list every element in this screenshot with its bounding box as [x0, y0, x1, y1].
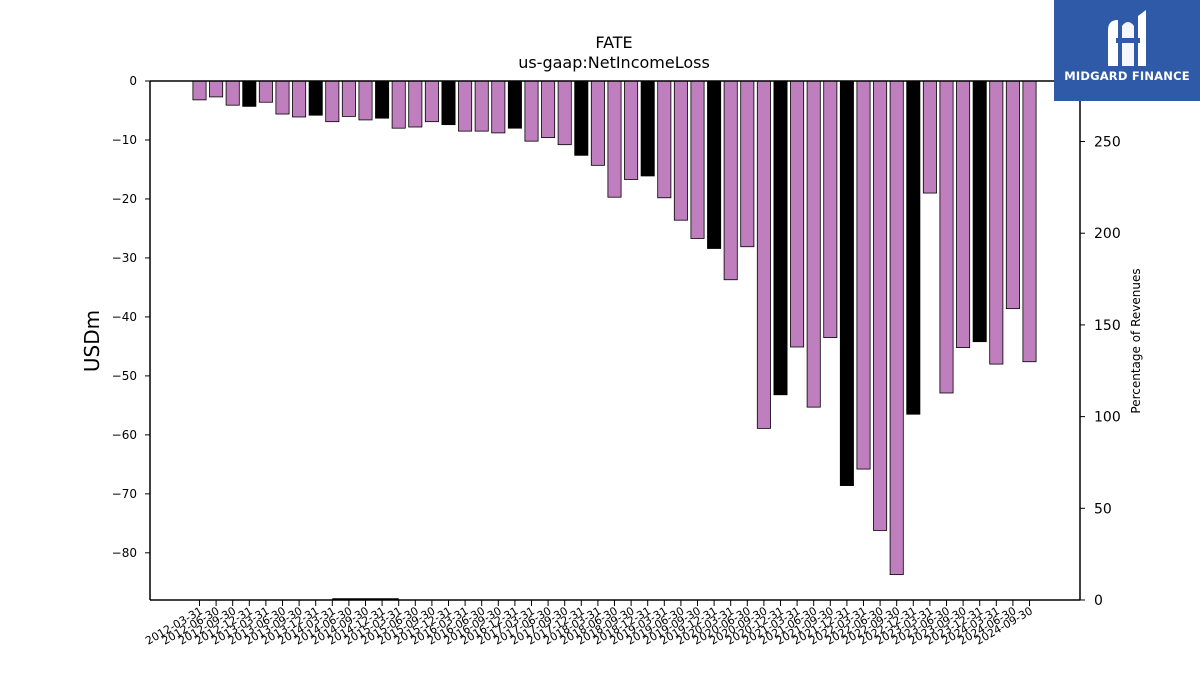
- midgard-finance-logo: MIDGARD FINANCE: [1054, 0, 1200, 101]
- bar-2017-09-30: [557, 80, 572, 146]
- bar-2016-09-30: [491, 80, 506, 134]
- bar-2019-09-30: [690, 80, 705, 239]
- bar-2023-12-31: [972, 80, 987, 343]
- y2-tick-label: 50: [1094, 501, 1112, 517]
- y-axis: 0 −10 −20 −30 −40 −50 −60 −70 −80: [112, 74, 1080, 600]
- bar-2013-03-31: [258, 80, 273, 103]
- bar-2014-06-30: [341, 80, 356, 117]
- bar-2018-12-31: [640, 80, 655, 177]
- y-tick-label: −30: [112, 251, 137, 265]
- bar-2014-09-30: [358, 80, 373, 121]
- bar-2015-03-31: [391, 80, 406, 129]
- y-tick-label: −10: [112, 133, 137, 147]
- chart-subtitle: us-gaap:NetIncomeLoss: [518, 53, 710, 72]
- y2-tick-label: 250: [1094, 135, 1121, 151]
- secondary-y-axis: 0 50 100 150 200 250: [1079, 81, 1121, 609]
- bar-2021-06-30: [806, 80, 821, 408]
- y-tick-label: −40: [112, 310, 137, 324]
- y2-tick-label: 150: [1094, 318, 1121, 334]
- bar-2012-09-30: [225, 80, 240, 106]
- bar-2020-09-30: [756, 80, 771, 429]
- bar-2021-09-30: [823, 80, 838, 338]
- bar-2022-03-31: [856, 80, 871, 470]
- bar-2012-06-30: [209, 80, 224, 98]
- y-tick-label: −70: [112, 487, 137, 501]
- bar-2024-09-30: [1022, 80, 1037, 363]
- bar-2012-03-31: [192, 80, 207, 101]
- bar-2013-09-30: [292, 80, 307, 118]
- bar-2013-06-30: [275, 80, 290, 115]
- y-tick-label: −60: [112, 428, 137, 442]
- bar-2015-06-30: [408, 80, 423, 128]
- chart-title: FATE: [595, 33, 632, 52]
- y-tick-label: −20: [112, 192, 137, 206]
- bar-2017-06-30: [541, 80, 556, 139]
- x-axis: 2012-03-312012-06-302012-09-302012-12-31…: [143, 599, 1080, 648]
- y2-axis-label: Percentage of Revenues: [1129, 268, 1143, 413]
- y-tick-label: −50: [112, 369, 137, 383]
- bar-2023-09-30: [956, 80, 971, 348]
- bar-2016-03-31: [458, 80, 473, 132]
- y2-tick-label: 0: [1094, 593, 1103, 609]
- bar-2018-03-31: [590, 80, 605, 166]
- bar-2017-03-31: [524, 80, 539, 142]
- bar-2012-12-31: [242, 80, 257, 107]
- bar-2022-09-30: [889, 80, 904, 576]
- midgard-logo-icon: [1108, 10, 1146, 66]
- bar-2019-03-31: [657, 80, 672, 199]
- bar-2019-06-30: [673, 80, 688, 221]
- bar-2013-12-31: [308, 80, 323, 116]
- bar-2023-03-31: [922, 80, 937, 194]
- bar-2016-06-30: [474, 80, 489, 132]
- bar-2020-06-30: [740, 80, 755, 248]
- bar-2021-12-31: [839, 80, 854, 486]
- bar-2020-12-31: [773, 80, 788, 396]
- brand-name: MIDGARD FINANCE: [1064, 69, 1190, 83]
- bar-2015-09-30: [424, 80, 439, 123]
- bar-2017-12-31: [574, 80, 589, 156]
- bar-2022-06-30: [873, 80, 888, 531]
- bar-2016-12-31: [507, 80, 522, 129]
- y-tick-label: −80: [112, 546, 137, 560]
- bar-2018-09-30: [624, 80, 639, 180]
- bar-2018-06-30: [607, 80, 622, 198]
- y-axis-label: USDm: [80, 310, 104, 372]
- bar-2015-12-31: [441, 80, 456, 126]
- bar-2022-12-31: [906, 80, 921, 415]
- y2-tick-label: 200: [1094, 226, 1121, 242]
- bar-2024-03-31: [989, 80, 1004, 365]
- bar-2014-03-31: [325, 80, 340, 123]
- bar-2020-03-31: [723, 80, 738, 281]
- bar-2024-06-30: [1005, 80, 1020, 310]
- bar-2021-03-31: [790, 80, 805, 348]
- y-tick-label: 0: [129, 74, 137, 88]
- bar-2014-12-31: [375, 80, 390, 119]
- plot-area: [192, 80, 1037, 576]
- y2-tick-label: 100: [1094, 410, 1121, 426]
- bar-2023-06-30: [939, 80, 954, 394]
- bar-2019-12-31: [707, 80, 722, 249]
